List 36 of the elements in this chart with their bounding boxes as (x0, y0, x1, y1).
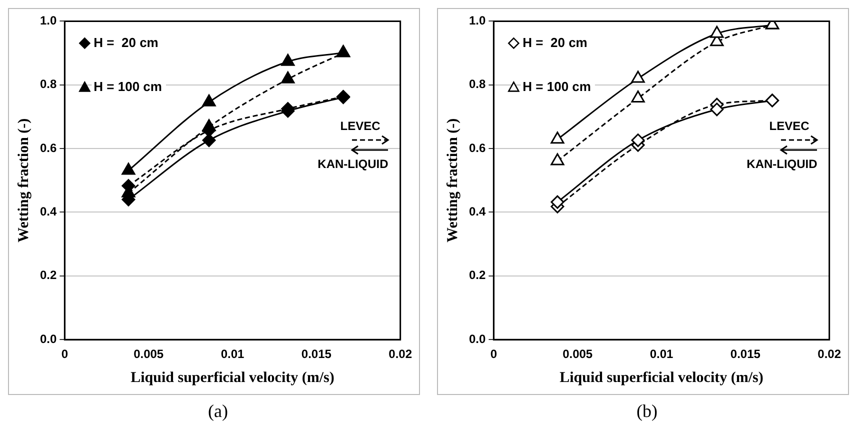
y-tick-label: 0.6 (468, 140, 486, 155)
x-tick-label: 0.005 (562, 347, 593, 362)
legend-label: H = 100 cm (94, 78, 162, 94)
annotation: LEVEC (340, 118, 381, 133)
x-tick-label: 0.01 (220, 347, 245, 362)
y-tick-label: 0.8 (40, 77, 57, 92)
x-tick-label: 0.02 (388, 347, 412, 362)
y-tick-label: 0.4 (468, 204, 486, 219)
x-tick-label: 0 (490, 347, 498, 362)
x-tick-label: 0.02 (818, 347, 842, 362)
y-tick-label: 0.0 (468, 332, 486, 346)
y-tick-label: 0.4 (40, 204, 57, 219)
y-tick-label: 0.0 (40, 332, 57, 346)
y-tick-label: 0.2 (40, 268, 57, 282)
y-axis-title: Wetting fraction (-) (444, 118, 461, 242)
x-axis-title: Liquid superficial velocity (m/s) (130, 370, 334, 386)
annotation: KAN-LIQUID (318, 156, 389, 171)
annotation: LEVEC (769, 118, 810, 133)
y-tick-label: 0.2 (468, 268, 486, 282)
x-tick-label: 0.015 (730, 347, 761, 362)
text: (b) (636, 401, 658, 422)
y-tick-label: 0.8 (468, 77, 486, 92)
text: (a) (207, 401, 229, 422)
y-tick-label: 1.0 (40, 14, 57, 28)
x-axis-title: Liquid superficial velocity (m/s) (560, 370, 764, 386)
legend-label: H = 20 cm (522, 34, 588, 50)
x-tick-label: 0 (61, 347, 68, 362)
legend-label: H = 100 cm (522, 78, 591, 94)
y-tick-label: 0.6 (40, 140, 57, 155)
x-tick-label: 0.01 (650, 347, 674, 362)
x-tick-label: 0.005 (134, 347, 164, 362)
y-axis-title: Wetting fraction (-) (16, 118, 32, 242)
x-tick-label: 0.015 (301, 347, 332, 362)
annotation: KAN-LIQUID (746, 156, 818, 171)
y-tick-label: 1.0 (468, 14, 486, 28)
legend-label: H = 20 cm (94, 34, 158, 50)
